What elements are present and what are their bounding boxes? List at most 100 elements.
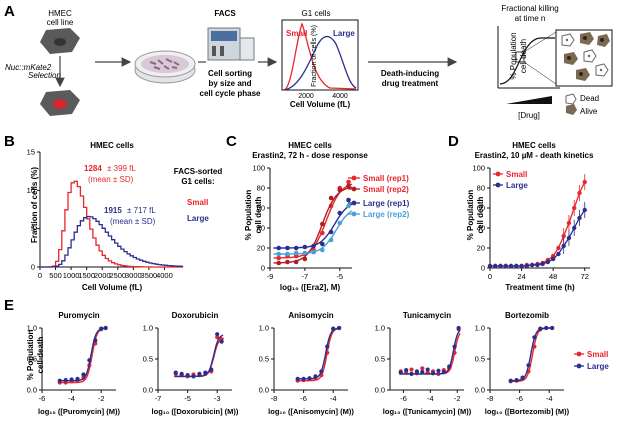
e-point (414, 369, 420, 374)
e3-ytick-label: 0.0 (375, 386, 385, 395)
c-point (293, 245, 299, 251)
e-point (532, 344, 537, 349)
death-text-1: Death-inducing (381, 69, 439, 78)
d-point (577, 190, 582, 196)
c-plot: -9 -7 -5 0 20 40 60 80 100 (252, 164, 353, 281)
e-point (398, 370, 403, 375)
e4-xtick-label: -4 (546, 394, 553, 403)
g1-xlabel: Cell Volume (fL) (290, 100, 351, 109)
b-hist-large (40, 215, 184, 268)
e-point (520, 375, 525, 380)
e-point (307, 376, 312, 381)
d-point (487, 263, 493, 269)
b-xtick-label: 3500 (141, 271, 158, 280)
e-fit-1-0 (174, 337, 224, 378)
b-small-mean: 1284 (84, 164, 102, 173)
e-title-0: Puromycin (58, 311, 99, 320)
g1-xtick-4000: 4000 (332, 93, 348, 100)
e-point (69, 377, 74, 382)
sorting-text-2: by size and (208, 79, 251, 88)
e-point (441, 369, 446, 375)
fk-ylabel-2: cell death (519, 39, 528, 73)
e-title-1: Doxorubicin (172, 311, 219, 320)
e-point (215, 335, 220, 340)
d-point (572, 205, 577, 211)
c-point (337, 220, 343, 226)
e-point (331, 326, 336, 331)
e1-xtick-label: -7 (155, 394, 162, 403)
c-ytick-label: 40 (257, 224, 265, 233)
e-point (538, 326, 543, 331)
d-point (550, 256, 556, 262)
d-point (514, 263, 519, 269)
e3-ytick-label: 0.5 (375, 355, 385, 364)
e2-ytick-label: 0.5 (259, 355, 269, 364)
d-point (582, 179, 587, 185)
e-xlabel-0: log₁₀ ([Puromycin] (M)) (38, 407, 120, 416)
d-ytick-label: 60 (477, 204, 485, 213)
d-point (503, 263, 508, 269)
e-ylabel-2: cell death (36, 336, 45, 373)
e-fit-1-1 (174, 334, 224, 378)
e-xlabel-2: log₁₀ ([Anisomycin] (M)) (268, 407, 354, 416)
c-point (285, 251, 290, 257)
e-xlabel-3: log₁₀ ([Tunicamycin] (M)) (383, 407, 472, 416)
g1-small-label: Small (286, 29, 307, 38)
d-ytick-label: 0 (481, 264, 485, 273)
c-point (320, 230, 325, 236)
c-point (276, 251, 282, 257)
d-point (498, 263, 503, 269)
c-ytick-label: 20 (257, 244, 265, 253)
c-point (311, 243, 316, 249)
c-point (311, 249, 316, 255)
c-point (346, 197, 351, 203)
d-ylabel-1: % Population (466, 190, 475, 241)
d-xtick-label: 0 (488, 272, 492, 281)
e-point (313, 374, 318, 379)
e-point (75, 376, 80, 381)
e3-ytick-label: 1.0 (375, 324, 385, 333)
e-point (430, 371, 436, 376)
g1-title: G1 cells (302, 9, 331, 18)
c-point (302, 244, 308, 250)
fk-ylabel-1: % Population (509, 32, 518, 79)
e-point (301, 376, 306, 381)
alive-cell-icons (564, 32, 610, 81)
b-xtick-label: 1500 (78, 271, 95, 280)
c-ylabel-2: cell death (254, 196, 263, 233)
b-xtick-label: 4000 (156, 271, 173, 280)
e3-xtick-label: -4 (427, 394, 434, 403)
e-point (295, 376, 300, 381)
d-point (535, 262, 540, 268)
e-point (544, 325, 549, 331)
c-legend-small-rep1: Small (rep1) (363, 174, 409, 183)
b-small-note: (mean ± SD) (88, 175, 134, 184)
b-legend-title-2: G1 cells: (181, 177, 214, 186)
e-plots: -6 -4 -2 0.0 0.5 1.0 Puromycin log₁₀ ([Puromyci… (27, 311, 570, 416)
e4-xtick-label: -8 (487, 394, 494, 403)
c-point (337, 187, 343, 193)
d-title-1: HMEC cells (512, 141, 556, 150)
c-point (328, 237, 334, 243)
d-point (566, 220, 572, 226)
e0-ytick-label: 1.0 (27, 324, 37, 333)
d-ytick-label: 40 (477, 224, 485, 233)
legend-alive-label: Alive (580, 107, 598, 116)
cell-line-label-1: HMEC (48, 9, 72, 18)
e-point (87, 358, 92, 363)
c-point (337, 210, 343, 216)
d-point (561, 243, 566, 249)
d-point (519, 263, 524, 269)
nucleus-red-icon (53, 99, 67, 109)
nuc-label: Nuc::mKate2 (5, 63, 52, 72)
death-text-2: drug treatment (382, 79, 439, 88)
d-ylabel-2: cell death (476, 196, 485, 233)
e-point (93, 338, 98, 343)
d-xlabel: Treatment time (h) (505, 283, 575, 292)
e0-xtick-label: -6 (39, 394, 46, 403)
d-legend-large: Large (506, 181, 528, 190)
e1-ytick-label: 0.0 (143, 386, 153, 395)
c-title-1: HMEC cells (288, 141, 332, 150)
drug-gradient-wedge (506, 96, 552, 104)
